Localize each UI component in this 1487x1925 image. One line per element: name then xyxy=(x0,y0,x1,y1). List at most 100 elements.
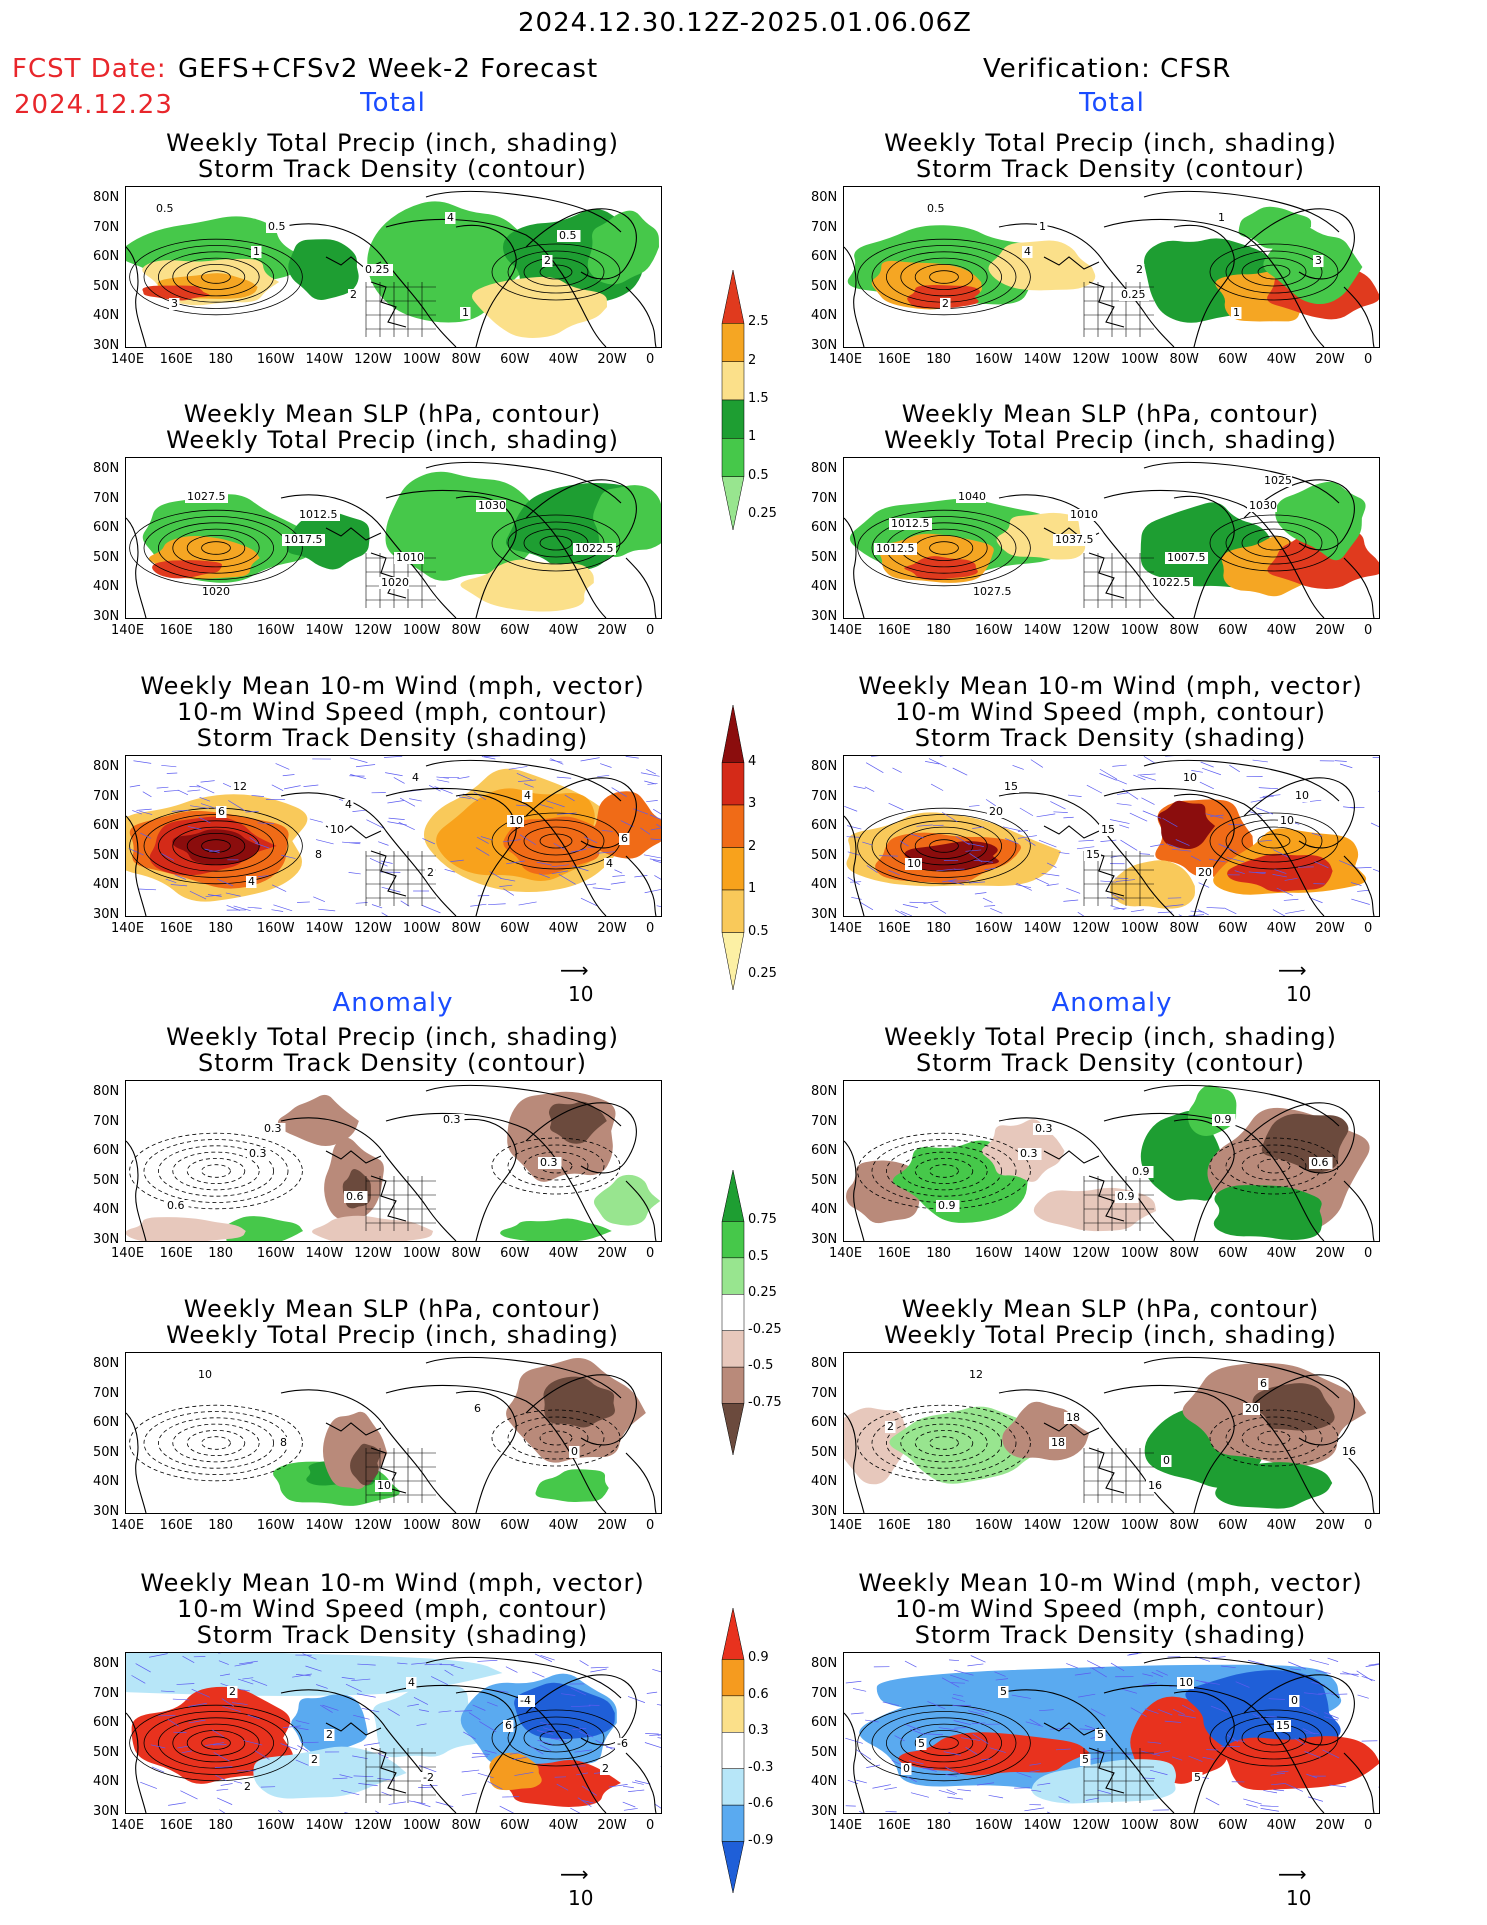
lat-tick-label: 80N xyxy=(93,1356,120,1371)
contour-label-bg xyxy=(967,1369,984,1381)
wind-vector xyxy=(149,1653,168,1658)
contour-layer xyxy=(857,1704,1339,1782)
lat-tick-label: 70N xyxy=(811,788,838,804)
wind-vector xyxy=(1323,1716,1339,1721)
contour-line xyxy=(201,839,231,853)
contour-line xyxy=(143,1711,289,1775)
wind-vector xyxy=(132,810,142,815)
wind-vector xyxy=(1140,1750,1160,1757)
colorbar-label: 2 xyxy=(748,838,757,854)
contour-label: 1020 xyxy=(381,576,409,589)
lon-tick-label: 100W xyxy=(1120,1818,1159,1833)
contour-label-bg xyxy=(542,255,553,267)
wind-vector xyxy=(181,1750,193,1754)
lon-tick-label: 120W xyxy=(354,1818,392,1833)
coastline xyxy=(425,1084,622,1127)
wind-vector xyxy=(1343,806,1355,809)
coastline xyxy=(455,495,517,618)
wind-vector xyxy=(988,1794,1004,1799)
wind-vector xyxy=(1121,1752,1133,1756)
wind-vector xyxy=(332,1777,348,1780)
wind-vector xyxy=(847,851,860,856)
wind-vector xyxy=(305,1665,322,1672)
wind-vector xyxy=(1058,852,1070,855)
contour-label-bg xyxy=(998,1686,1009,1698)
wind-vector xyxy=(243,1740,263,1746)
contour-label: 1037.5 xyxy=(1055,533,1094,546)
lon-tick-label: 60W xyxy=(500,623,530,638)
wind-vector xyxy=(349,757,368,763)
panel-title-line: Weekly Mean 10-m Wind (mph, vector) xyxy=(858,1569,1363,1597)
wind-vector xyxy=(444,868,455,873)
coastline xyxy=(998,494,1175,618)
wind-vector xyxy=(1195,1679,1208,1684)
colorbar-storm-anomaly xyxy=(718,1607,818,1894)
wind-vector xyxy=(1100,839,1117,842)
lon-tick-label: 60W xyxy=(500,1818,530,1833)
wind-vector xyxy=(524,783,534,788)
wind-vector xyxy=(1112,893,1125,901)
shading-blob xyxy=(500,1218,612,1241)
contour-label-bg xyxy=(231,781,248,793)
wind-vector xyxy=(1037,1782,1051,1786)
wind-vector xyxy=(161,764,177,768)
contour-label-bg xyxy=(363,264,393,276)
wind-vector xyxy=(1164,904,1184,907)
panel-title-line: Weekly Total Precip (inch, shading) xyxy=(166,426,619,454)
wind-vector xyxy=(1350,882,1362,886)
colorbar-swatch xyxy=(721,361,745,401)
contour-label: 0.3 xyxy=(264,1122,282,1135)
wind-vector xyxy=(1116,792,1129,795)
wind-vector xyxy=(313,896,326,903)
wind-vector xyxy=(1077,911,1085,916)
wind-vector xyxy=(518,901,537,906)
lon-tick-label: 160W xyxy=(974,1818,1013,1833)
wind-vector xyxy=(943,1751,961,1756)
contour-label: 5 xyxy=(1097,1728,1104,1741)
lon-tick-label: 20W xyxy=(597,623,627,638)
colorbar-label: 1 xyxy=(748,429,757,445)
lat-tick-label: 70N xyxy=(93,490,120,506)
wind-vector xyxy=(407,1703,419,1707)
contour-label: 12 xyxy=(969,1368,983,1381)
contour-label: 15 xyxy=(1101,823,1115,836)
coastline xyxy=(425,1356,622,1399)
wind-vector xyxy=(1276,887,1293,896)
coastline xyxy=(998,1689,1175,1813)
lon-tick-label: 100W xyxy=(1120,1246,1159,1261)
colorbar-swatch xyxy=(721,438,745,477)
wind-vector xyxy=(211,1729,224,1738)
wind-vector xyxy=(1024,1807,1045,1812)
wind-vector xyxy=(1058,1796,1070,1802)
section-anomaly-left: Anomaly xyxy=(332,988,454,1018)
contour-label-bg xyxy=(1181,772,1198,784)
contour-label-bg xyxy=(1080,1754,1091,1766)
lon-tick-label: 180 xyxy=(208,352,234,367)
lon-tick-label: 0 xyxy=(646,921,655,936)
coastline xyxy=(525,208,637,280)
wind-vector xyxy=(1119,824,1130,829)
wind-vector xyxy=(479,1721,497,1732)
contour-label-bg xyxy=(1033,1123,1057,1135)
wind-vector xyxy=(1300,1705,1319,1715)
wind-vector xyxy=(292,1673,312,1678)
contour-label: 2 xyxy=(326,1728,333,1741)
shading-blob xyxy=(988,240,1096,291)
wind-vector xyxy=(1248,810,1262,816)
wind-vector xyxy=(656,1704,661,1706)
lat-tick-label: 70N xyxy=(93,219,120,235)
colorbar-label: 0.25 xyxy=(748,1285,777,1301)
lat-tick-label: 70N xyxy=(811,219,838,235)
coastline xyxy=(1173,1118,1235,1241)
wind-vector xyxy=(1304,1732,1319,1734)
wind-vector xyxy=(135,1663,151,1673)
contour-line xyxy=(129,1704,303,1782)
wind-vector xyxy=(1036,813,1056,818)
lon-tick-label: 160W xyxy=(256,1818,295,1833)
contour-line xyxy=(201,270,231,284)
contour-label: 15 xyxy=(1004,780,1018,793)
panel-title-line: Weekly Total Precip (inch, shading) xyxy=(884,1321,1337,1349)
coastline xyxy=(385,1384,607,1513)
contour-label: 0 xyxy=(571,1445,578,1458)
coastline-layer xyxy=(844,461,1375,618)
